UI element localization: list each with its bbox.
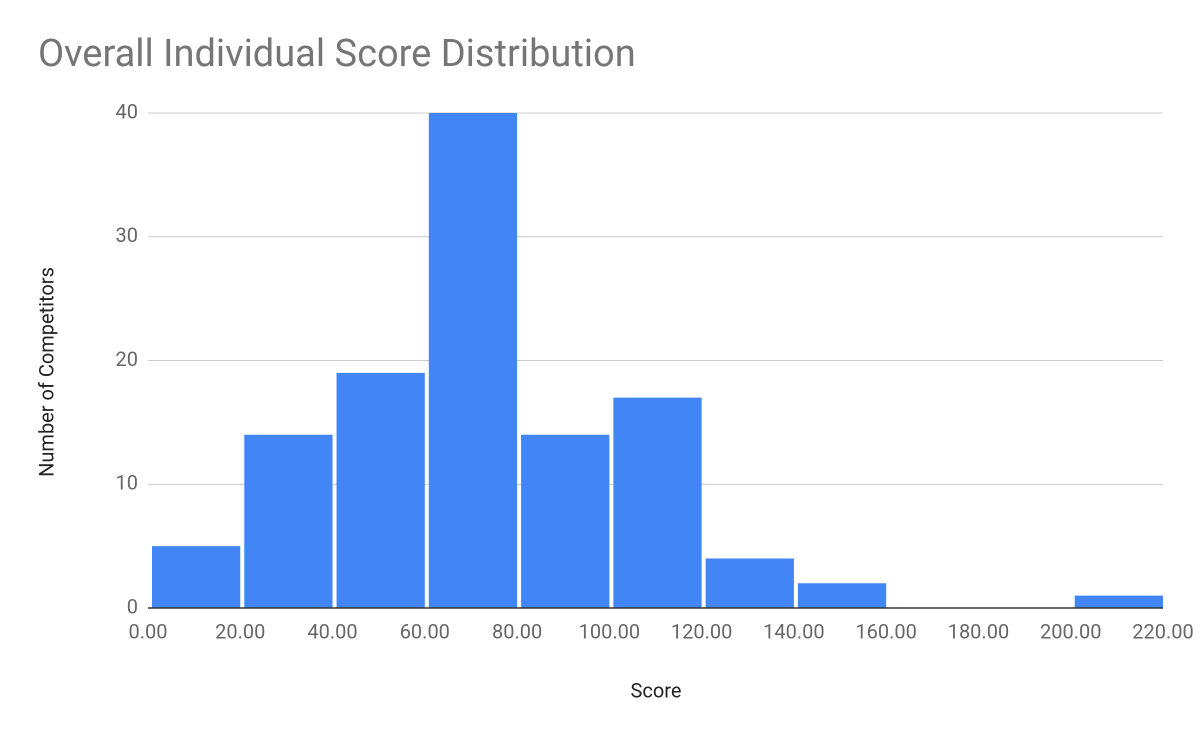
bar (521, 434, 610, 608)
x-tick-label: 140.00 (763, 619, 824, 643)
bar (336, 372, 425, 608)
y-axis-title: Number of Competitors (34, 267, 58, 477)
x-tick-label: 80.00 (492, 619, 542, 643)
y-tick-label: 0 (127, 594, 138, 618)
x-tick-label: 60.00 (400, 619, 450, 643)
bar (152, 546, 241, 608)
bar (613, 397, 702, 608)
bar (1074, 595, 1163, 608)
x-tick-label: 180.00 (948, 619, 1009, 643)
x-tick-label: 160.00 (855, 619, 916, 643)
x-tick-label: 0.00 (129, 619, 168, 643)
y-tick-label: 30 (116, 223, 138, 247)
bar (428, 113, 518, 608)
bar (244, 434, 333, 608)
chart-title: Overall Individual Score Distribution (38, 32, 636, 76)
x-tick-label: 200.00 (1040, 619, 1101, 643)
bar (797, 583, 887, 608)
y-tick-label: 20 (116, 347, 138, 371)
y-tick-label: 40 (116, 99, 138, 123)
x-tick-label: 100.00 (579, 619, 640, 643)
y-tick-label: 10 (116, 471, 138, 495)
x-tick-label: 120.00 (671, 619, 732, 643)
x-tick-label: 220.00 (1132, 619, 1193, 643)
x-axis-title: Score (631, 678, 682, 702)
x-tick-label: 20.00 (215, 619, 265, 643)
x-tick-label: 40.00 (307, 619, 357, 643)
bar (705, 558, 794, 608)
